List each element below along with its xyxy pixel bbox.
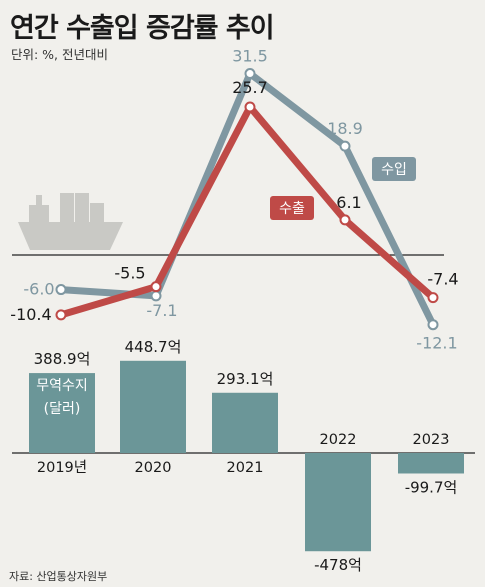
year-tick-label: 2020 bbox=[135, 460, 172, 476]
legend-export: 수출 bbox=[270, 196, 314, 220]
import-value-label: -12.1 bbox=[416, 334, 457, 353]
export-value-label: -5.5 bbox=[114, 264, 145, 283]
trade-balance-value-label: -478억 bbox=[314, 556, 362, 574]
ship-container bbox=[60, 213, 74, 222]
year-tick-label: 2021 bbox=[227, 460, 264, 476]
year-tick-label: 2019년 bbox=[37, 459, 87, 476]
import-point bbox=[150, 290, 162, 302]
ship-container bbox=[75, 203, 89, 213]
trade-balance-unit-label: (달러) bbox=[44, 401, 81, 417]
legend-import-label: 수입 bbox=[381, 162, 407, 178]
export-point bbox=[55, 309, 67, 321]
export-point bbox=[427, 292, 439, 304]
legend-import-swatch bbox=[372, 157, 416, 181]
ship-hull bbox=[18, 222, 123, 250]
ship-funnel bbox=[36, 195, 42, 205]
import-value-label: -7.1 bbox=[146, 301, 177, 320]
chart-title: 연간 수출입 증감률 추이 bbox=[10, 13, 275, 44]
year-tick-label: 2023 bbox=[413, 432, 450, 448]
ship-container bbox=[75, 213, 89, 222]
export-value-label: 6.1 bbox=[336, 193, 361, 212]
legend-export-swatch bbox=[270, 196, 314, 220]
legend-export-label: 수출 bbox=[279, 201, 305, 217]
unit-note: 단위: %, 전년대비 bbox=[11, 47, 109, 62]
trade-balance-value-label: -99.7억 bbox=[405, 478, 458, 496]
ship-container bbox=[90, 203, 104, 213]
import-point bbox=[339, 140, 351, 152]
trade-balance-value-label: 448.7억 bbox=[125, 338, 182, 356]
ship-container bbox=[60, 193, 74, 203]
import-value-label: 31.5 bbox=[232, 47, 268, 66]
trade-balance-bar bbox=[398, 453, 464, 474]
export-value-label: -7.4 bbox=[427, 270, 458, 289]
import-point bbox=[55, 284, 67, 296]
ship-container bbox=[60, 203, 74, 213]
trade-balance-label: 무역수지 bbox=[36, 378, 88, 394]
import-value-label: 18.9 bbox=[327, 119, 363, 138]
export-value-label: -10.4 bbox=[10, 305, 51, 324]
trade-balance-bar bbox=[212, 392, 278, 453]
ship-container bbox=[90, 213, 104, 222]
cargo-ship-icon bbox=[18, 193, 123, 250]
trade-balance-bar bbox=[120, 360, 186, 453]
trade-balance-bar bbox=[29, 373, 95, 453]
trade-balance-value-label: 388.9억 bbox=[34, 350, 91, 368]
year-tick-label: 2022 bbox=[320, 432, 357, 448]
source-note: 자료: 산업통상자원부 bbox=[9, 570, 108, 583]
import-value-label: -6.0 bbox=[23, 280, 54, 299]
ship-container bbox=[75, 193, 89, 203]
export-value-label: 25.7 bbox=[232, 78, 268, 97]
import-point bbox=[427, 319, 439, 331]
export-point bbox=[244, 101, 256, 113]
trade-balance-value-label: 293.1억 bbox=[217, 370, 274, 388]
export-point bbox=[339, 214, 351, 226]
legend-import: 수입 bbox=[372, 157, 416, 181]
export-point bbox=[150, 281, 162, 293]
ship-bridge bbox=[29, 205, 49, 222]
trade-balance-bar bbox=[305, 453, 371, 552]
import-point bbox=[244, 68, 256, 80]
